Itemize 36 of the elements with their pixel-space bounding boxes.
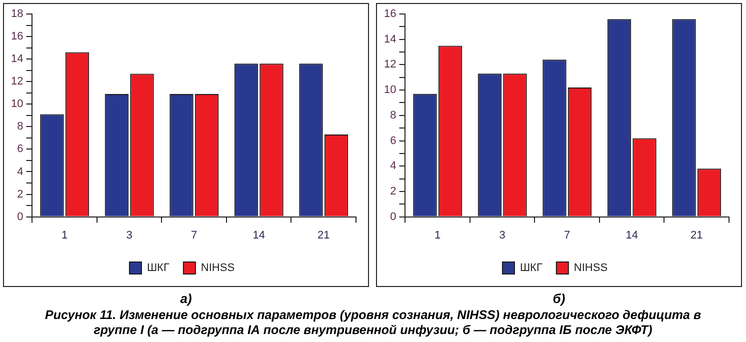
y-tick-label: 12: [10, 76, 24, 88]
text: б): [552, 291, 566, 306]
y-tick-label: 10: [384, 84, 396, 96]
x-tick-label: 1: [62, 229, 68, 242]
y-tick-label: 16: [384, 8, 396, 20]
legend-label: NIHSS: [200, 262, 235, 274]
y-tick-label: 8: [390, 109, 396, 122]
y-tick-label: 0: [390, 210, 396, 223]
text: Рисунок 11. Изменение основных параметров (уровня сознания, NIHSS) неврологического дефицита в группе I (а — подгруппа IА после внутривенной инфузии; б — подгруппа IБ после ЭКФТ): [44, 307, 702, 338]
y-tick-label: 10: [10, 98, 24, 110]
y-tick-label: 0: [17, 210, 24, 223]
x-tick-label: 21: [690, 229, 703, 242]
y-tick-label: 12: [384, 58, 396, 71]
x-tick-label: 7: [564, 229, 570, 242]
y-tick-label: 16: [10, 30, 24, 43]
x-tick-label: 21: [318, 229, 330, 242]
y-tick-label: 4: [17, 166, 24, 178]
y-tick-label: 6: [17, 143, 24, 156]
x-tick-label: 14: [252, 229, 265, 242]
y-tick-label: 8: [17, 120, 24, 133]
legend-label: ШКГ: [520, 262, 542, 274]
y-tick-label: 14: [384, 33, 396, 46]
y-tick-label: 6: [390, 134, 396, 147]
x-tick-label: 14: [626, 229, 638, 242]
legend-label: ШКГ: [146, 262, 170, 274]
x-tick-label: 3: [126, 229, 132, 242]
y-tick-label: 2: [17, 188, 24, 200]
y-tick-label: 18: [10, 8, 24, 20]
y-tick-label: 2: [390, 185, 396, 198]
x-tick-label: 1: [434, 229, 441, 242]
text: а): [180, 291, 192, 306]
legend-label: NIHSS: [574, 262, 608, 274]
x-tick-label: 7: [191, 229, 198, 242]
y-tick-label: 14: [10, 53, 24, 66]
x-tick-label: 3: [499, 229, 506, 242]
y-tick-label: 4: [390, 160, 396, 172]
